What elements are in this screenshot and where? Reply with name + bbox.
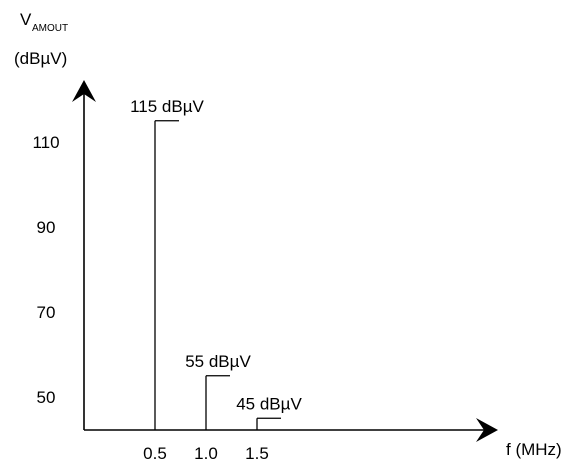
x-tick-label: 1.0 <box>194 444 218 463</box>
x-axis-arrowhead <box>476 418 498 442</box>
y-tick-label: 90 <box>37 218 56 237</box>
x-tick-label: 0.5 <box>143 444 167 463</box>
y-tick-label: 110 <box>32 133 59 152</box>
y-axis-label-subscript: AMOUT <box>32 23 68 34</box>
data-label: 115 dBµV <box>130 97 204 116</box>
y-tick-labels: 50 70 90 110 <box>32 133 59 407</box>
spectral-lines: 115 dBµV 55 dBµV 45 dBµV <box>130 97 302 430</box>
y-tick-label: 50 <box>37 388 56 407</box>
x-tick-label: 1.5 <box>245 444 269 463</box>
y-axis-label-unit: (dBµV) <box>14 49 67 68</box>
data-label: 45 dBµV <box>236 394 302 413</box>
x-axis-label: f (MHz) <box>506 440 562 459</box>
y-axis-label-main: V <box>20 10 32 29</box>
data-label: 55 dBµV <box>185 352 251 371</box>
y-tick-label: 70 <box>37 303 56 322</box>
x-tick-labels: 0.5 1.0 1.5 <box>143 444 269 463</box>
y-axis-arrowhead <box>72 80 96 102</box>
